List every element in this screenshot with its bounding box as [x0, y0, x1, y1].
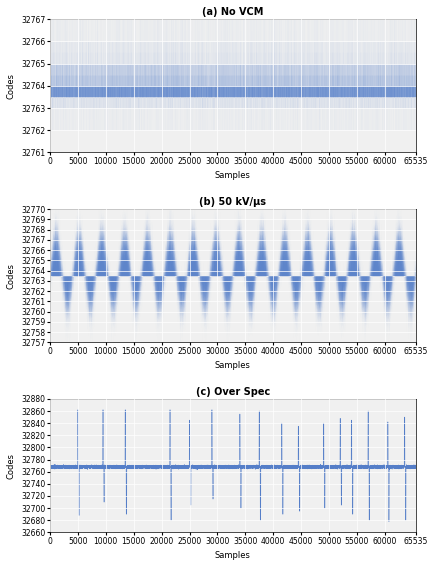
Title: (a) No VCM: (a) No VCM	[202, 7, 263, 17]
Title: (c) Over Spec: (c) Over Spec	[195, 387, 270, 397]
Title: (b) 50 kV/μs: (b) 50 kV/μs	[199, 197, 266, 207]
X-axis label: Samples: Samples	[214, 551, 250, 560]
X-axis label: Samples: Samples	[214, 361, 250, 370]
Y-axis label: Codes: Codes	[7, 73, 16, 99]
Y-axis label: Codes: Codes	[7, 452, 16, 479]
Y-axis label: Codes: Codes	[7, 263, 16, 289]
X-axis label: Samples: Samples	[214, 171, 250, 180]
